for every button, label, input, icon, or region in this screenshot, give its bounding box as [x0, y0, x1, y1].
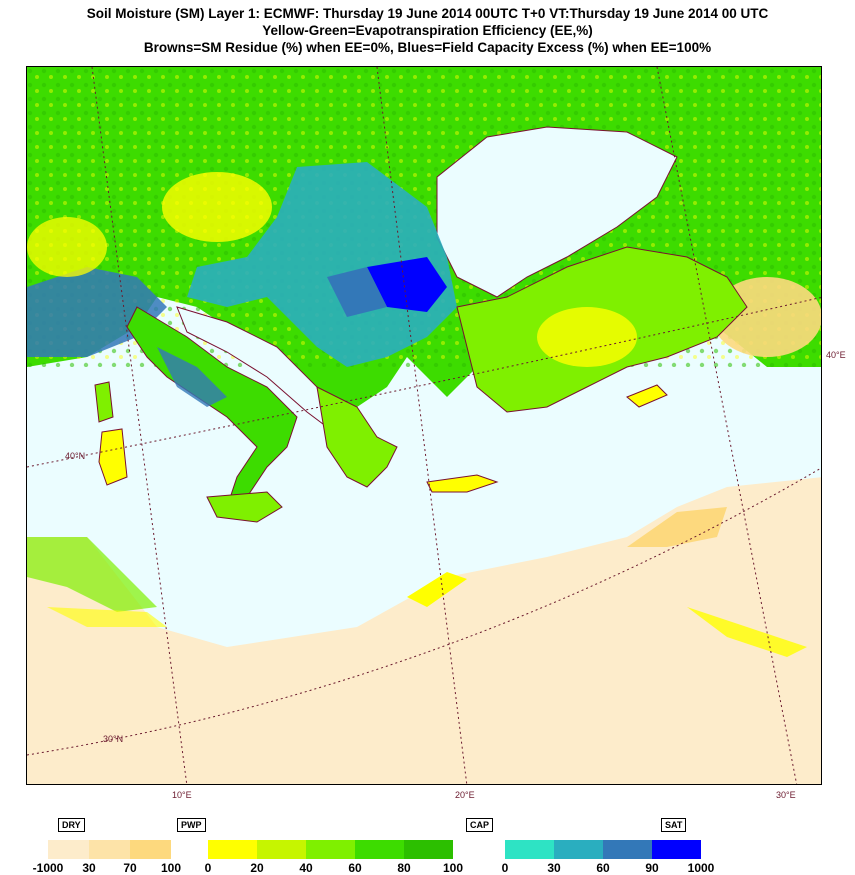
- sicily: [206, 491, 283, 523]
- legend-label-blue-2: 60: [596, 861, 610, 875]
- legend-label-blue-3: 90: [645, 861, 659, 875]
- graticule: [27, 67, 821, 784]
- north-africa-land: [27, 477, 821, 784]
- legend-label-blue-4: 1000: [687, 861, 715, 875]
- legend-swatch-brown-0: [48, 840, 89, 859]
- legend-swatch-blue-3: [652, 840, 701, 859]
- legend-swatch-green-1: [257, 840, 306, 859]
- greece: [316, 386, 398, 488]
- cyprus: [626, 384, 668, 408]
- legend-label-brown-1: 30: [82, 861, 96, 875]
- sardinia: [98, 428, 128, 486]
- lat-label-30n: 30°N: [103, 734, 124, 744]
- legend-swatch-green-0: [208, 840, 257, 859]
- legend-swatch-green-4: [404, 840, 453, 859]
- legend-marker-sat: SAT: [661, 818, 687, 832]
- lon-label-10e: 10°E: [172, 790, 192, 800]
- crete: [426, 474, 499, 493]
- legend-swatch-brown-1: [89, 840, 130, 859]
- title-line-2: Yellow-Green=Evapotranspiration Efficien…: [262, 23, 593, 38]
- legend-label-green-5: 100: [442, 861, 464, 875]
- legend-label-brown-0: -1000: [32, 861, 64, 875]
- lon-label-30e: 30°E: [776, 790, 796, 800]
- legend-marker-cap: CAP: [466, 818, 494, 832]
- legend-swatch-blue-1: [554, 840, 603, 859]
- legend-swatch-brown-2: [130, 840, 171, 859]
- legend-marker-dry: DRY: [58, 818, 85, 832]
- legend-swatch-green-2: [306, 840, 355, 859]
- saturated-area: [367, 257, 447, 312]
- legend-label-green-0: 0: [204, 861, 212, 875]
- lon-label-40e: 40°E: [826, 350, 846, 360]
- legend-swatch-blue-0: [505, 840, 554, 859]
- legend-label-blue-1: 30: [547, 861, 561, 875]
- legend-label-green-2: 40: [299, 861, 313, 875]
- adriatic-sea: [176, 306, 328, 429]
- legend-marker-pwp: PWP: [177, 818, 206, 832]
- corsica: [94, 381, 114, 423]
- lat-label-40n: 40°N: [65, 451, 86, 461]
- balkan-wet-area: [187, 162, 457, 367]
- legend-swatch-blue-2: [603, 840, 652, 859]
- legend-label-brown-2: 70: [123, 861, 137, 875]
- legend-swatch-green-3: [355, 840, 404, 859]
- legend-label-green-4: 80: [397, 861, 411, 875]
- black-sea: [436, 126, 678, 298]
- legend-label-green-3: 60: [348, 861, 362, 875]
- legend-label-blue-0: 0: [501, 861, 509, 875]
- title-line-1: Soil Moisture (SM) Layer 1: ECMWF: Thurs…: [86, 6, 769, 21]
- soil-moisture-map: [26, 66, 822, 785]
- title-line-3: Browns=SM Residue (%) when EE=0%, Blues=…: [143, 40, 712, 55]
- legend-label-brown-3: 100: [160, 861, 182, 875]
- legend-label-green-1: 20: [250, 861, 264, 875]
- lon-label-20e: 20°E: [455, 790, 475, 800]
- map-canvas: [27, 67, 821, 784]
